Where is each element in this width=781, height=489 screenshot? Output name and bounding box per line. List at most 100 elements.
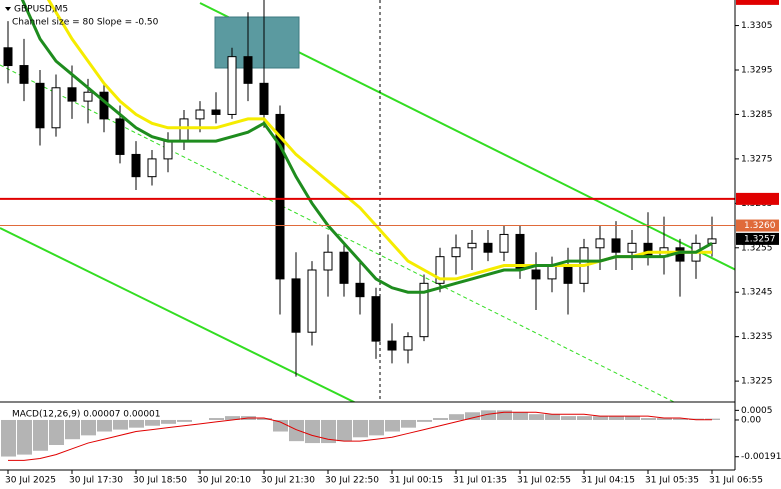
- y-tick-label: -0.00191: [741, 452, 781, 462]
- macd-bar: [177, 419, 192, 422]
- y-tick-label: 1.3305: [741, 21, 773, 31]
- candle-body: [483, 242, 493, 253]
- macd-bar: [417, 419, 432, 422]
- macd-bar: [561, 416, 576, 420]
- y-tick-label: 0.00: [741, 415, 761, 425]
- last-price-box: [736, 232, 779, 245]
- plot: [3, 0, 717, 377]
- x-tick-label: 30 Jul 20:10: [197, 476, 251, 486]
- macd-bar: [257, 418, 272, 420]
- y-tick-label: 1.3275: [741, 154, 773, 164]
- plot: [1, 410, 720, 461]
- y-tick-label: 0.0005: [741, 406, 773, 416]
- macd-bar: [337, 419, 352, 442]
- candle-body: [499, 233, 509, 253]
- price-label: 1.3260: [744, 221, 776, 231]
- candle-body: [147, 158, 157, 178]
- macd-bar: [49, 419, 64, 445]
- macd-bar: [17, 419, 32, 455]
- drawings: [0, 0, 735, 402]
- x-tick-label: 30 Jul 22:50: [325, 476, 379, 486]
- macd-bar: [673, 418, 688, 420]
- collapse-icon[interactable]: [5, 7, 11, 11]
- candle-body: [467, 242, 477, 249]
- macd-bar: [625, 416, 640, 420]
- candle-body: [83, 91, 93, 102]
- candle-body: [435, 256, 445, 284]
- candle-body: [371, 296, 381, 342]
- x-tick-label: 30 Jul 17:30: [69, 476, 123, 486]
- candle-body: [291, 278, 301, 333]
- candle-body: [275, 113, 285, 280]
- macd-bar: [129, 419, 144, 428]
- candle-body: [195, 109, 205, 120]
- x-tick-label: 30 Jul 18:50: [133, 476, 187, 486]
- macd-bar: [353, 419, 368, 438]
- candle-body: [51, 87, 61, 129]
- candle-body: [563, 265, 573, 284]
- price-label-box: [736, 219, 779, 232]
- y-tick-label: 1.3285: [741, 110, 773, 120]
- moving-average: [20, 0, 713, 294]
- channel-midline: [0, 64, 676, 402]
- chart-subtitle: Channel size = 80 Slope = -0.50: [12, 18, 159, 28]
- x-tick-label: 31 Jul 00:15: [389, 476, 443, 486]
- macd-bar: [321, 419, 336, 444]
- candle-body: [611, 238, 621, 253]
- macd-bar: [81, 419, 96, 436]
- macd-bar: [609, 416, 624, 420]
- macd-bar: [449, 414, 464, 420]
- macd-bar: [113, 419, 128, 430]
- channel-line: [0, 227, 357, 402]
- x-tick-label: 30 Jul 21:30: [261, 476, 315, 486]
- last-price-label: 1.3257: [744, 234, 776, 244]
- candle-body: [451, 247, 461, 258]
- macd-bar: [545, 414, 560, 420]
- signal-line: [8, 411, 712, 461]
- x-tick-label: 30 Jul 2025: [5, 476, 56, 486]
- macd-bar: [65, 419, 80, 440]
- candle-body: [595, 238, 605, 249]
- macd-bar: [145, 419, 160, 426]
- macd-bar: [1, 419, 16, 457]
- macd-bar: [577, 416, 592, 420]
- candle-body: [243, 56, 253, 84]
- x-tick-label: 31 Jul 02:55: [517, 476, 571, 486]
- x-tick-label: 31 Jul 01:35: [453, 476, 507, 486]
- macd-bar: [657, 418, 672, 420]
- candle-body: [531, 269, 541, 280]
- candle-body: [99, 91, 109, 120]
- macd-bar: [209, 418, 224, 420]
- price-label-box: [736, 0, 779, 5]
- candle-body: [643, 242, 653, 258]
- candle-body: [131, 153, 141, 178]
- candle-body: [419, 282, 429, 338]
- y-tick-label: 1.3295: [741, 66, 773, 76]
- candle-body: [115, 118, 125, 155]
- candle-body: [339, 251, 349, 284]
- candle-body: [179, 118, 189, 142]
- candle-body: [19, 65, 29, 84]
- candle-body: [211, 109, 221, 115]
- candle-body: [67, 87, 77, 102]
- macd-bar: [481, 410, 496, 420]
- macd-bar: [401, 419, 416, 428]
- candle-body: [403, 336, 413, 351]
- x-tick-label: 31 Jul 05:35: [645, 476, 699, 486]
- macd-bar: [641, 418, 656, 420]
- macd-bar: [225, 416, 240, 420]
- y-tick-label: 1.3225: [741, 377, 773, 387]
- macd-bar: [369, 419, 384, 436]
- candle-body: [163, 140, 173, 160]
- candle-body: [547, 265, 557, 280]
- candle-body: [307, 269, 317, 333]
- macd-bar: [161, 419, 176, 424]
- candle-body: [35, 82, 45, 129]
- macd-bar: [705, 418, 720, 420]
- macd-title: MACD(12,26,9) 0.00007 0.00001: [12, 410, 161, 420]
- candle-body: [627, 242, 637, 253]
- macd-bar: [497, 410, 512, 420]
- macd-bar: [305, 419, 320, 444]
- chart-title: GBPUSD,M5: [14, 5, 68, 15]
